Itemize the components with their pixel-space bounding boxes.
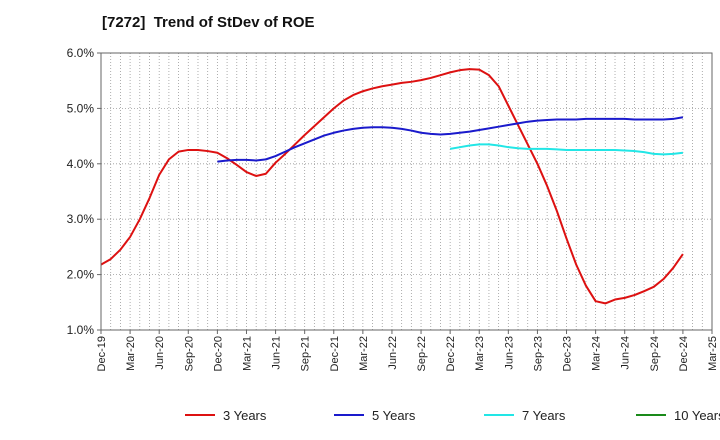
x-tick-label: Mar-21 xyxy=(241,336,253,371)
series-line-3-years xyxy=(100,68,684,305)
legend: 3 Years 5 Years 7 Years 10 Years xyxy=(185,408,720,423)
plot-area xyxy=(101,53,712,330)
series-line-5-years xyxy=(217,116,684,163)
y-tick-label: 4.0% xyxy=(67,157,95,171)
x-tick-label: Dec-21 xyxy=(329,336,341,371)
x-tick-label: Jun-22 xyxy=(387,336,399,370)
series-line-7-years xyxy=(449,143,684,156)
y-tick-label: 5.0% xyxy=(67,101,95,115)
legend-label: 10 Years xyxy=(674,408,720,423)
x-tick-label: Sep-21 xyxy=(300,336,312,371)
x-tick-label: Sep-22 xyxy=(416,336,428,371)
y-tick-label: 6.0% xyxy=(67,46,95,60)
y-tick-label: 3.0% xyxy=(67,212,95,226)
y-tick-label: 1.0% xyxy=(67,323,95,337)
x-tick-label: Mar-20 xyxy=(125,336,137,371)
x-tick-label: Dec-22 xyxy=(445,336,457,371)
x-tick-label: Jun-20 xyxy=(154,336,166,370)
x-tick-label: Sep-23 xyxy=(532,336,544,371)
chart-title: [7272] Trend of StDev of ROE xyxy=(102,14,315,31)
x-tick-label: Mar-24 xyxy=(591,336,603,371)
x-tick-label: Jun-21 xyxy=(271,336,283,370)
x-tick-label: Jun-23 xyxy=(503,336,515,370)
x-tick-label: Mar-23 xyxy=(474,336,486,371)
x-tick-label: Sep-20 xyxy=(183,336,195,371)
legend-label: 5 Years xyxy=(372,408,416,423)
x-tick-label: Dec-24 xyxy=(678,336,690,371)
x-tick-label: Mar-22 xyxy=(358,336,370,371)
legend-label: 7 Years xyxy=(522,408,566,423)
series-lines xyxy=(100,68,684,305)
x-tick-label: Mar-25 xyxy=(707,336,719,371)
y-tick-label: 2.0% xyxy=(67,268,95,282)
x-tick-label: Jun-24 xyxy=(620,336,632,370)
x-axis-ticks: Dec-19 Mar-20 Jun-20 Sep-20 Dec-20 Mar-21 Jun-… xyxy=(96,330,719,371)
x-tick-label: Sep-24 xyxy=(649,336,661,371)
x-tick-label: Dec-20 xyxy=(212,336,224,371)
plot-frame xyxy=(100,52,713,331)
y-axis-ticks: 1.0% 2.0% 3.0% 4.0% 5.0% 6.0% xyxy=(67,46,101,337)
x-tick-label: Dec-23 xyxy=(562,336,574,371)
grid-lines xyxy=(101,53,712,330)
x-tick-label: Dec-19 xyxy=(96,336,108,371)
legend-label: 3 Years xyxy=(223,408,267,423)
